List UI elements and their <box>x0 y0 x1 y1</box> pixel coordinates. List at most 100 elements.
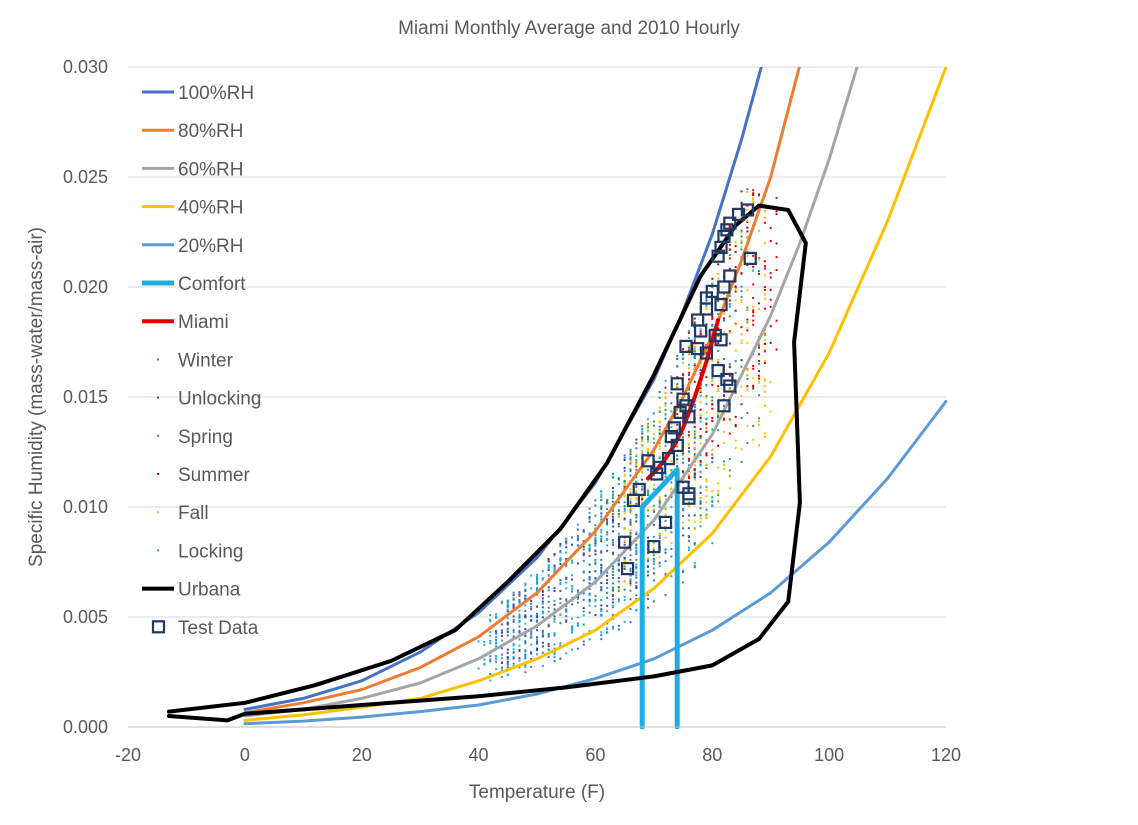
scatter-point-locking <box>565 581 568 584</box>
scatter-point-unlocking <box>687 459 690 462</box>
scatter-point-locking <box>600 610 603 613</box>
scatter-point-spring <box>611 586 614 589</box>
scatter-point-fall <box>763 242 766 245</box>
x-tick-label: 40 <box>469 745 489 765</box>
scatter-point-summer <box>682 348 685 351</box>
scatter-point-fall <box>623 512 626 515</box>
scatter-point-winter <box>489 672 492 675</box>
scatter-point-spring <box>734 392 737 395</box>
test-data-marker <box>714 333 728 347</box>
scatter-point-locking <box>611 475 614 478</box>
scatter-point-spring <box>641 485 644 488</box>
scatter-point-winter <box>617 562 620 565</box>
scatter-point-spring <box>635 558 638 561</box>
scatter-point-fall <box>693 367 696 370</box>
scatter-point-spring <box>734 360 737 363</box>
series-line-60-rh <box>243 67 859 718</box>
scatter-point-unlocking <box>553 587 556 590</box>
scatter-point-winter <box>541 631 544 634</box>
scatter-point-spring <box>606 499 609 502</box>
scatter-point-summer <box>717 361 720 364</box>
scatter-point-locking <box>512 631 515 634</box>
scatter-point-locking <box>489 614 492 617</box>
scatter-point-summer <box>705 376 708 379</box>
scatter-point-fall <box>658 406 661 409</box>
scatter-point-locking <box>512 648 515 651</box>
scatter-point-locking <box>547 589 550 592</box>
scatter-point-unlocking <box>559 542 562 545</box>
scatter-point-winter <box>611 598 614 601</box>
scatter-point-locking <box>705 402 708 405</box>
scatter-point-unlocking <box>541 597 544 600</box>
scatter-point-winter <box>629 474 632 477</box>
scatter-point-spring <box>611 573 614 576</box>
scatter-point-fall <box>693 435 696 438</box>
scatter-point-spring <box>711 286 714 289</box>
legend-label-unlocking: Unlocking <box>178 389 261 410</box>
scatter-point-spring <box>717 313 720 316</box>
scatter-point-unlocking <box>500 661 503 664</box>
scatter-point-fall <box>722 413 725 416</box>
scatter-point-locking <box>559 558 562 561</box>
scatter-point-spring <box>629 518 632 521</box>
scatter-point-unlocking <box>664 386 667 389</box>
y-tick-label: 0.020 <box>63 277 108 297</box>
scatter-point-summer <box>752 283 755 286</box>
scatter-point-fall <box>693 346 696 349</box>
scatter-point-fall <box>746 388 749 391</box>
test-data-marker <box>693 324 708 338</box>
scatter-point-summer <box>711 419 714 422</box>
scatter-point-unlocking <box>606 521 609 524</box>
scatter-point-fall <box>705 495 708 498</box>
scatter-point-spring <box>693 323 696 326</box>
scatter-point-spring <box>758 417 761 420</box>
scatter-point-spring <box>740 365 743 368</box>
scatter-point-summer <box>775 210 778 213</box>
scatter-point-fall <box>705 501 708 504</box>
scatter-point-fall <box>676 461 679 464</box>
scatter-point-unlocking <box>524 649 527 652</box>
scatter-point-winter <box>524 657 527 660</box>
scatter-point-summer <box>746 329 749 332</box>
scatter-point-winter <box>693 453 696 456</box>
scatter-point-winter <box>530 615 533 618</box>
scatter-point-locking <box>489 642 492 645</box>
scatter-point-summer <box>734 250 737 253</box>
scatter-point-locking <box>600 490 603 493</box>
scatter-point-unlocking <box>617 589 620 592</box>
scatter-point-spring <box>758 344 761 347</box>
scatter-point-spring <box>717 429 720 432</box>
scatter-point-summer <box>728 243 731 246</box>
scatter-point-summer <box>752 192 755 195</box>
scatter-point-fall <box>641 439 644 442</box>
scatter-point-winter <box>652 579 655 582</box>
scatter-point-locking <box>541 570 544 573</box>
scatter-point-locking <box>512 644 515 647</box>
scatter-point-fall <box>623 482 626 485</box>
scatter-point-locking <box>506 628 509 631</box>
scatter-point-fall <box>635 453 638 456</box>
scatter-point-winter <box>611 543 614 546</box>
scatter-point-winter <box>617 598 620 601</box>
scatter-point-unlocking <box>623 556 626 559</box>
scatter-point-locking <box>600 631 603 634</box>
scatter-point-fall <box>717 492 720 495</box>
scatter-point-locking <box>536 573 538 576</box>
scatter-point-unlocking <box>524 640 527 643</box>
scatter-point-unlocking <box>541 616 544 619</box>
legend-label-80-rh: 80%RH <box>178 121 243 142</box>
scatter-point-locking <box>658 506 661 509</box>
scatter-point-summer <box>734 285 737 288</box>
scatter-point-locking <box>506 608 509 611</box>
scatter-point-spring <box>588 543 591 546</box>
scatter-point-unlocking <box>559 562 562 565</box>
scatter-point-winter <box>565 599 568 602</box>
scatter-point-winter <box>611 521 614 524</box>
scatter-point-fall <box>734 349 737 352</box>
scatter-point-winter <box>635 571 638 574</box>
scatter-point-locking <box>500 668 503 671</box>
scatter-point-fall <box>699 362 702 365</box>
scatter-point-fall <box>763 432 766 435</box>
scatter-point-spring <box>635 543 638 546</box>
scatter-point-fall <box>763 348 766 351</box>
